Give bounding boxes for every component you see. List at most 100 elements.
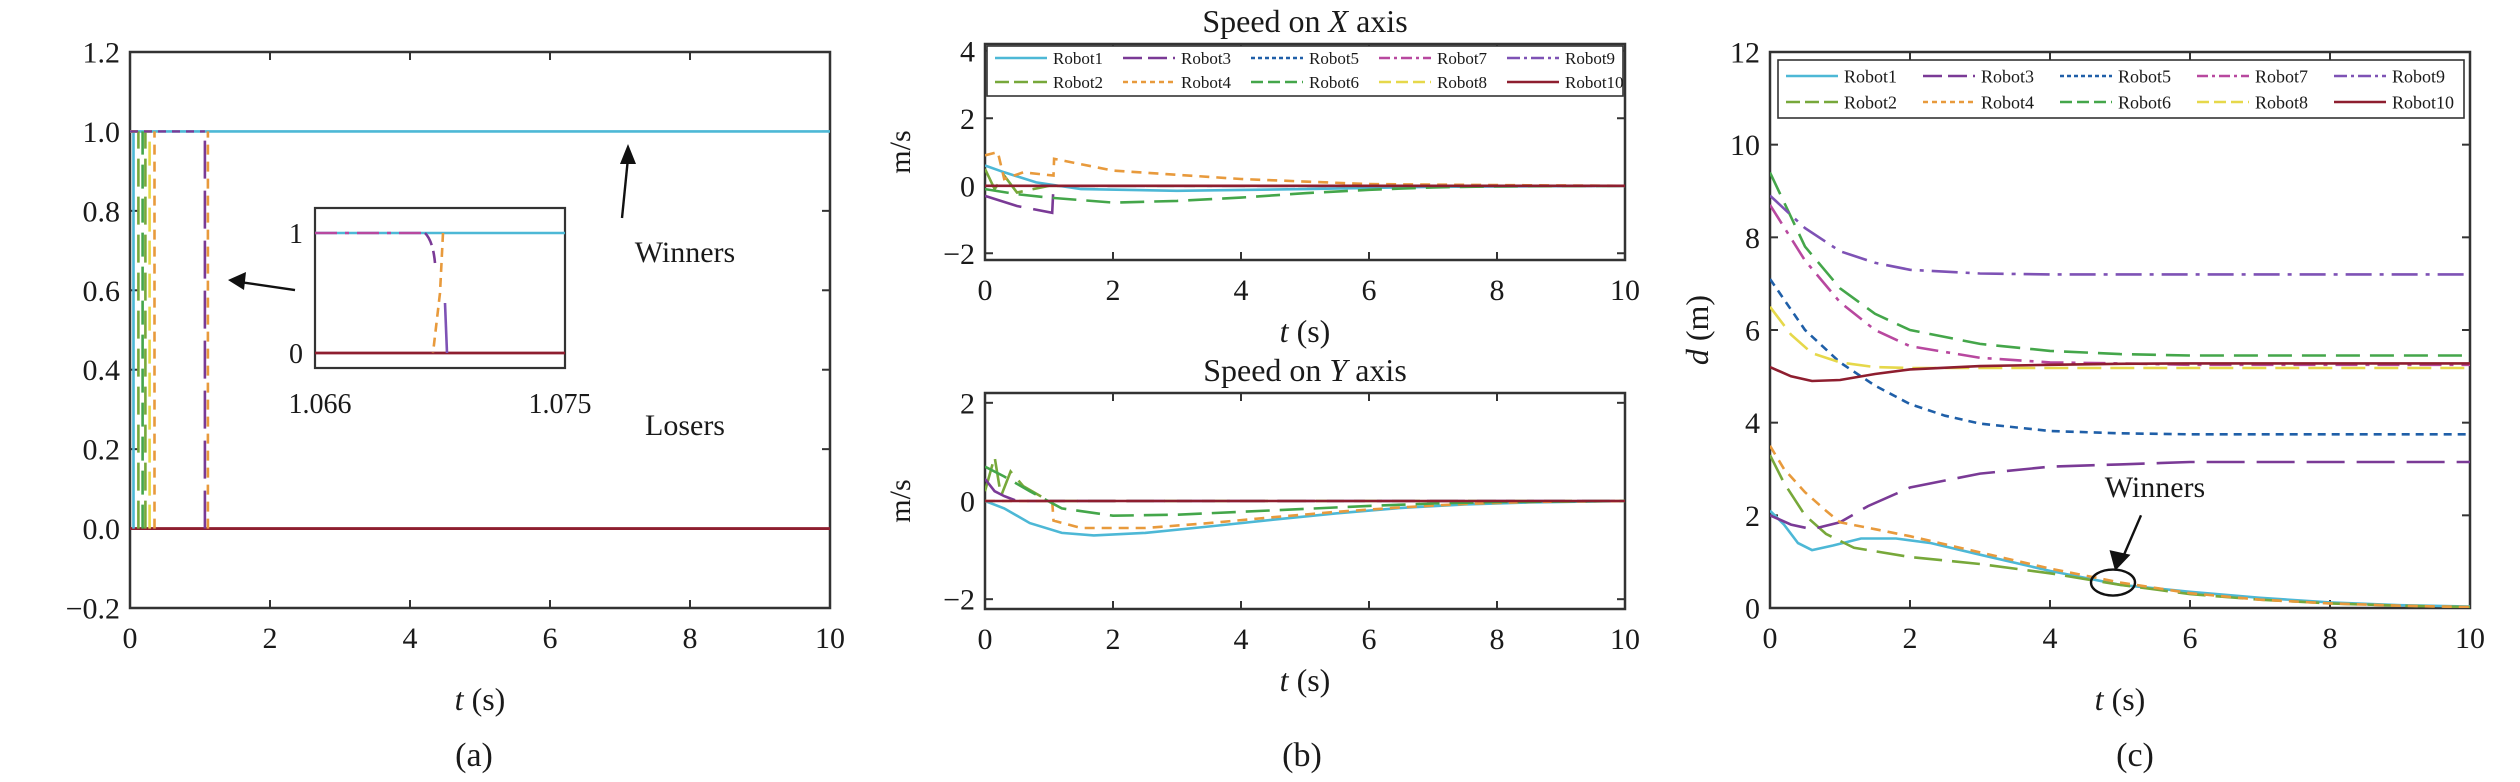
x-tick-label: 4: [403, 622, 418, 655]
x-tick-label: 10: [2455, 622, 2485, 655]
arrow-inset-shaft: [239, 280, 296, 292]
plot-frame: [983, 42, 1627, 262]
x-axis-label: t (s): [2095, 681, 2146, 717]
series-line-robot5: [1770, 278, 2470, 436]
series-line-robot8: [1770, 306, 2470, 370]
y-tick-label: 0.8: [83, 195, 121, 228]
y-tick-label: 0.4: [83, 354, 121, 387]
y-tick-label: 0: [960, 170, 975, 203]
y-tick-label: 2: [960, 387, 975, 420]
legend-entry-robot4: Robot4: [1981, 92, 2034, 112]
y-tick-label: 1.0: [83, 116, 121, 149]
y-axis-label: d (m): [1679, 295, 1715, 365]
panel-c-distance-chart: 0 2 4 6 8 10 0 2 4 6 8 10 12 Robot1 Robot3 Robot5 Robot7…: [1679, 37, 2485, 718]
panel-a-lines: [130, 130, 830, 530]
legend-entry-robot4: Robot4: [1181, 73, 1232, 92]
x-tick-label: 8: [1490, 623, 1505, 656]
legend-entry-robot9: Robot9: [1565, 49, 1615, 68]
y-tick-label: 0: [1745, 593, 1760, 626]
x-tick-label: 10: [815, 622, 845, 655]
y-tick-label: −0.2: [66, 593, 120, 626]
x-tick-label: 10: [1610, 623, 1640, 656]
panel-b1-lines: [985, 150, 1625, 215]
panel-c-lines: [1770, 171, 2470, 608]
arrow-inset-head: [228, 272, 246, 290]
inset-robot3-curve: [424, 232, 437, 264]
x-tick-label: 0: [1763, 622, 1778, 655]
x-tick-label: 10: [1610, 274, 1640, 307]
x-tick-label: 4: [1234, 274, 1249, 307]
x-tick-label: 2: [1106, 274, 1121, 307]
x-axis-label-var: t: [2095, 681, 2105, 717]
y-tick-label: 1.2: [83, 37, 121, 70]
y-tick-label: 10: [1730, 129, 1760, 162]
series-line-robot7: [1770, 204, 2470, 367]
x-axis-label-unit: (s): [1289, 662, 1331, 698]
series-line-robot2: [1770, 454, 2470, 608]
series-line-robot6: [985, 184, 1625, 204]
legend-entry-robot6: Robot6: [2118, 92, 2171, 112]
legend-entry-robot8: Robot8: [1437, 73, 1487, 92]
chart-title: Speed on X axis: [1202, 3, 1407, 39]
legend-box: [986, 45, 1624, 97]
legend-entry-robot7: Robot7: [1437, 49, 1488, 68]
x-tick-label: 8: [683, 622, 698, 655]
annotation-winners: Winners: [2105, 471, 2205, 504]
series-line-robot2: [985, 456, 1625, 503]
inset-ytick-label: 0: [289, 339, 303, 370]
legend-entry-robot10: Robot10: [1565, 73, 1624, 92]
annotation-losers: Losers: [645, 409, 725, 442]
winners-ellipse: [2089, 568, 2137, 597]
series-line-robot9: [1770, 194, 2470, 276]
y-axis-label: m/s: [884, 479, 917, 522]
series-line-robot1: [1770, 509, 2470, 608]
legend-entry-robot1: Robot1: [1053, 49, 1103, 68]
y-tick-label: 0.2: [83, 434, 121, 467]
chart-title: Speed on Y axis: [1203, 352, 1407, 388]
y-axis-var: d: [1679, 348, 1715, 365]
title-part: Speed on: [1202, 3, 1328, 39]
legend-entry-robot6: Robot6: [1309, 73, 1359, 92]
y-tick-label: 12: [1730, 37, 1760, 70]
series-line-robot10: [1770, 362, 2470, 383]
plot-frame: [1768, 50, 2472, 610]
legend-entry-robot2: Robot2: [1844, 92, 1897, 112]
x-tick-label: 2: [1106, 623, 1121, 656]
legend-box: [1777, 59, 2465, 119]
x-tick-label: 4: [2043, 622, 2058, 655]
legend-entry-robot1: Robot1: [1844, 66, 1897, 86]
legend-entry-robot9: Robot9: [2392, 66, 2445, 86]
y-tick-label: 0.0: [83, 513, 121, 546]
x-tick-label: 0: [978, 623, 993, 656]
legend-entry-robot5: Robot5: [2118, 66, 2171, 86]
x-tick-label: 2: [1903, 622, 1918, 655]
legend-entry-robot7: Robot7: [2255, 66, 2308, 86]
inset-xtick-label: 1.075: [529, 389, 592, 420]
x-axis-label: t (s): [1280, 662, 1331, 698]
x-axis-label: t (s): [1280, 313, 1331, 349]
inset-ytick-label: 1: [289, 219, 303, 250]
annotation-winners: Winners: [635, 236, 735, 269]
arrow-winners-head: [620, 144, 636, 164]
legend-entry-robot2: Robot2: [1053, 73, 1103, 92]
x-axis-label-unit: (s): [2104, 681, 2146, 717]
x-tick-label: 6: [2183, 622, 2198, 655]
legend-entry-robot10: Robot10: [2392, 92, 2454, 112]
series-line-robot6: [985, 465, 1625, 518]
y-tick-label: 4: [1745, 407, 1760, 440]
series-line-robot1: [985, 499, 1625, 537]
series-line-robot4: [1770, 445, 2470, 608]
x-tick-label: 4: [1234, 623, 1249, 656]
x-axis-label-var: t: [1280, 662, 1290, 698]
title-axis: X: [1327, 3, 1350, 39]
legend-entry-robot8: Robot8: [2255, 92, 2308, 112]
y-axis-unit: (m): [1679, 295, 1715, 349]
title-part: axis: [1348, 3, 1408, 39]
series-line-robot3: [985, 184, 1625, 215]
inset-robot4-curve: [431, 232, 445, 354]
legend-entry-robot5: Robot5: [1309, 49, 1359, 68]
inset-frame: [313, 206, 567, 370]
